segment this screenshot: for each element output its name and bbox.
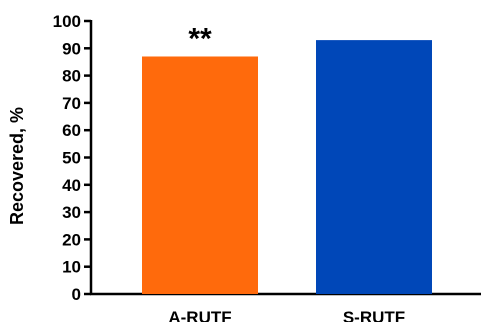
y-axis-label: Recovered, % [7,107,27,225]
x-category-label: A-RUTF [168,308,231,322]
significance-annotation: ** [188,22,212,55]
y-tick-label: 50 [62,149,81,168]
x-category-label: S-RUTF [343,308,405,322]
y-tick-label: 70 [62,94,81,113]
y-tick-label: 80 [62,67,81,86]
y-tick-label: 20 [62,230,81,249]
y-tick-label: 10 [62,258,81,277]
y-tick-label: 100 [53,12,81,31]
y-tick-label: 0 [72,285,81,304]
bar-a-rutf [142,56,258,294]
y-tick-label: 90 [62,39,81,58]
y-tick-label: 30 [62,203,81,222]
bars [142,40,432,294]
y-tick-label: 60 [62,121,81,140]
labels: 0 10 20 30 40 50 60 70 80 90 100 A-RUTF S-RUTF ** [53,12,406,322]
y-tick-label: 40 [62,176,81,195]
bar-s-rutf [316,40,432,294]
